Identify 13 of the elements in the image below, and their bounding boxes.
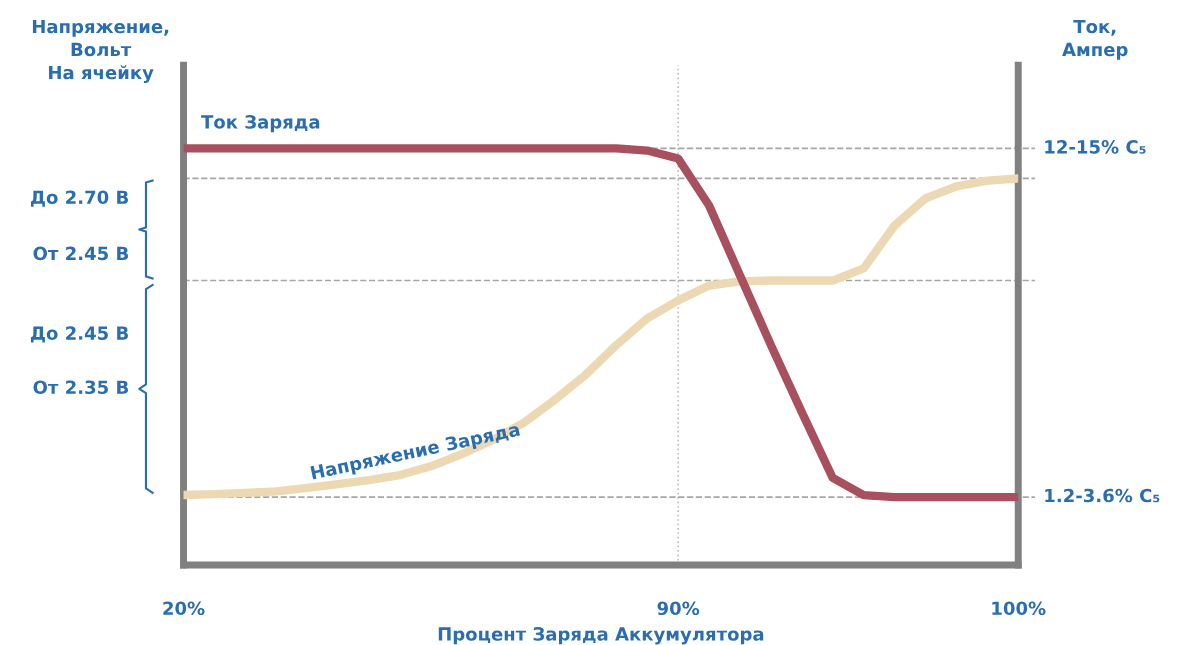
x-tick-label: 20% bbox=[163, 601, 205, 616]
ref-line-label: 1.2-3.6% C₅ bbox=[1045, 488, 1160, 503]
text: От 2.45 В bbox=[33, 246, 128, 261]
x-tick-label: 90% bbox=[657, 601, 700, 616]
text: До 2.70 В bbox=[30, 190, 128, 207]
text: От 2.35 В bbox=[33, 380, 128, 395]
text: До 2.45 В bbox=[30, 326, 128, 343]
ref-line-label: 12-15% C₅ bbox=[1045, 140, 1146, 154]
x-axis-title: Процент Заряда Аккумулятора bbox=[438, 627, 764, 645]
x-tick-label: 100% bbox=[992, 601, 1046, 616]
series-label: Ток Заряда bbox=[201, 115, 320, 133]
y-axis-title: Напряжение, Вольт На ячейку bbox=[32, 19, 169, 83]
y2-axis-title: Ток, Ампер bbox=[1062, 19, 1128, 60]
